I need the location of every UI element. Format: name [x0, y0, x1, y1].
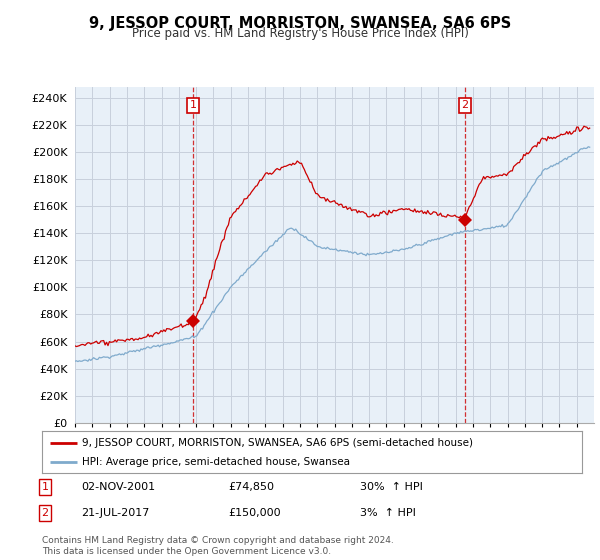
Text: £150,000: £150,000	[228, 508, 281, 518]
Text: 1: 1	[41, 482, 49, 492]
Text: 9, JESSOP COURT, MORRISTON, SWANSEA, SA6 6PS (semi-detached house): 9, JESSOP COURT, MORRISTON, SWANSEA, SA6…	[83, 438, 473, 448]
Text: Price paid vs. HM Land Registry's House Price Index (HPI): Price paid vs. HM Land Registry's House …	[131, 27, 469, 40]
Text: 30%  ↑ HPI: 30% ↑ HPI	[360, 482, 423, 492]
Text: 1: 1	[190, 100, 197, 110]
Text: 02-NOV-2001: 02-NOV-2001	[81, 482, 155, 492]
Text: HPI: Average price, semi-detached house, Swansea: HPI: Average price, semi-detached house,…	[83, 458, 350, 467]
Text: 3%  ↑ HPI: 3% ↑ HPI	[360, 508, 416, 518]
Text: 9, JESSOP COURT, MORRISTON, SWANSEA, SA6 6PS: 9, JESSOP COURT, MORRISTON, SWANSEA, SA6…	[89, 16, 511, 31]
Text: £74,850: £74,850	[228, 482, 274, 492]
Text: 21-JUL-2017: 21-JUL-2017	[81, 508, 149, 518]
Text: 2: 2	[41, 508, 49, 518]
Text: 2: 2	[461, 100, 469, 110]
Text: Contains HM Land Registry data © Crown copyright and database right 2024.
This d: Contains HM Land Registry data © Crown c…	[42, 536, 394, 556]
